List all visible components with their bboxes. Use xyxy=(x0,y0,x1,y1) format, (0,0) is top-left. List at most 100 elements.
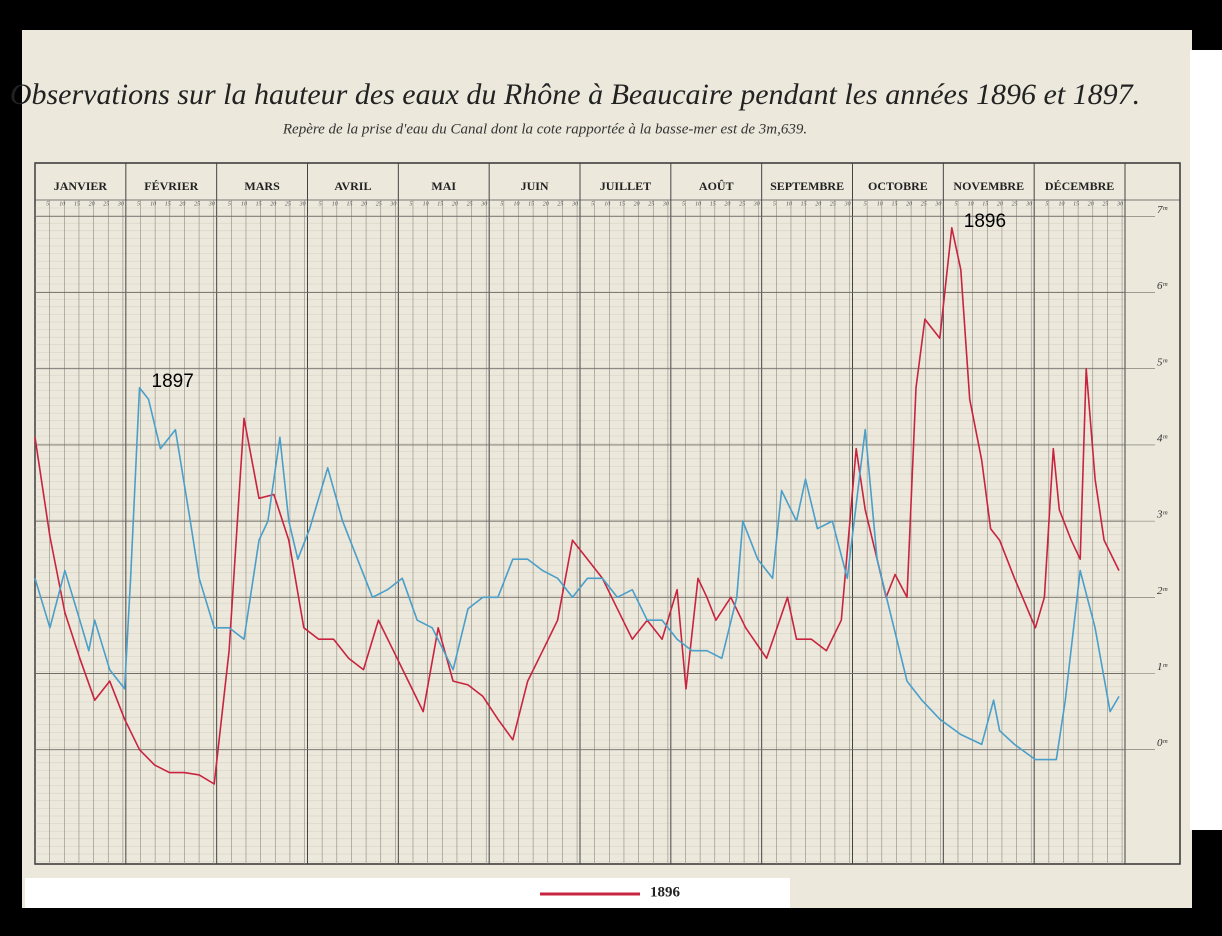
day-tick-label: 25 xyxy=(921,201,927,207)
day-tick-label: 25 xyxy=(376,201,382,207)
day-tick-label: 10 xyxy=(695,201,701,207)
day-tick-label: 5 xyxy=(591,201,594,207)
month-label: SEPTEMBRE xyxy=(770,179,844,193)
month-label: OCTOBRE xyxy=(868,179,928,193)
series-annotation: 1897 xyxy=(152,371,194,392)
day-tick-label: 5 xyxy=(1045,201,1048,207)
day-tick-label: 30 xyxy=(934,201,941,207)
day-tick-label: 30 xyxy=(208,201,215,207)
day-tick-label: 10 xyxy=(877,201,883,207)
month-label: JUILLET xyxy=(600,179,651,193)
day-tick-label: 30 xyxy=(117,201,124,207)
day-tick-label: 15 xyxy=(346,201,352,207)
day-tick-label: 5 xyxy=(773,201,776,207)
day-tick-label: 20 xyxy=(815,201,821,207)
month-label: MAI xyxy=(431,179,456,193)
day-tick-label: 25 xyxy=(830,201,836,207)
day-tick-label: 25 xyxy=(648,201,654,207)
legend-strip xyxy=(25,878,790,908)
y-tick-label: 7ᵐ xyxy=(1157,204,1168,216)
day-tick-label: 10 xyxy=(332,201,338,207)
day-tick-label: 20 xyxy=(270,201,276,207)
day-tick-label: 30 xyxy=(753,201,760,207)
series-line xyxy=(34,227,1120,785)
y-tick-label: 1ᵐ xyxy=(1157,661,1168,673)
day-tick-label: 20 xyxy=(543,201,549,207)
day-tick-label: 10 xyxy=(604,201,610,207)
marks: 1896 1897 xyxy=(34,211,1120,785)
month-label: MARS xyxy=(244,179,280,193)
day-tick-label: 15 xyxy=(982,201,988,207)
y-tick-label: 4ᵐ xyxy=(1157,432,1168,444)
day-tick-label: 25 xyxy=(739,201,745,207)
day-tick-label: 25 xyxy=(194,201,200,207)
day-tick-label: 20 xyxy=(906,201,912,207)
chart-title: Observations sur la hauteur des eaux du … xyxy=(10,78,1140,111)
month-label: DÉCEMBRE xyxy=(1045,179,1114,193)
margin xyxy=(1190,50,1222,830)
day-tick-label: 5 xyxy=(46,201,49,207)
day-tick-label: 15 xyxy=(256,201,262,207)
day-tick-label: 10 xyxy=(968,201,974,207)
series-annotation: 1896 xyxy=(964,211,1006,232)
day-tick-label: 25 xyxy=(1102,201,1108,207)
y-tick-label: 0ᵐ xyxy=(1157,737,1168,749)
day-tick-label: 30 xyxy=(844,201,851,207)
day-tick-label: 5 xyxy=(500,201,503,207)
day-tick-label: 30 xyxy=(480,201,487,207)
grid: JANVIER 5 10 15 20 25 30 FÉVRIER 5 10 15 20 25 30 MARS… xyxy=(34,162,1181,865)
y-tick-label: 5ᵐ xyxy=(1157,356,1168,368)
day-tick-label: 10 xyxy=(1058,201,1064,207)
day-tick-label: 10 xyxy=(513,201,519,207)
day-tick-label: 10 xyxy=(241,201,247,207)
day-tick-label: 20 xyxy=(1088,201,1094,207)
day-tick-label: 10 xyxy=(786,201,792,207)
y-tick-label: 3ᵐ xyxy=(1156,509,1168,521)
day-tick-label: 10 xyxy=(59,201,65,207)
day-tick-label: 20 xyxy=(361,201,367,207)
day-tick-label: 5 xyxy=(864,201,867,207)
day-tick-label: 20 xyxy=(634,201,640,207)
day-tick-label: 15 xyxy=(801,201,807,207)
day-tick-label: 5 xyxy=(409,201,412,207)
day-tick-label: 5 xyxy=(228,201,231,207)
month-label: AVRIL xyxy=(334,179,371,193)
day-tick-label: 30 xyxy=(662,201,669,207)
month-label: NOVEMBRE xyxy=(953,179,1024,193)
day-tick-label: 5 xyxy=(319,201,322,207)
series-line xyxy=(34,387,1120,761)
y-tick-label: 6ᵐ xyxy=(1157,280,1168,292)
day-tick-label: 20 xyxy=(179,201,185,207)
day-tick-label: 15 xyxy=(1073,201,1079,207)
day-tick-label: 20 xyxy=(997,201,1003,207)
day-tick-label: 5 xyxy=(954,201,957,207)
day-tick-label: 30 xyxy=(389,201,396,207)
day-tick-label: 20 xyxy=(724,201,730,207)
day-tick-label: 10 xyxy=(423,201,429,207)
day-tick-label: 5 xyxy=(137,201,140,207)
month-label: AOÛT xyxy=(699,179,734,193)
day-tick-label: 25 xyxy=(285,201,291,207)
day-tick-label: 15 xyxy=(710,201,716,207)
day-tick-label: 30 xyxy=(571,201,578,207)
legend-label: 1896 xyxy=(650,884,681,900)
day-tick-label: 15 xyxy=(437,201,443,207)
day-tick-label: 15 xyxy=(165,201,171,207)
day-tick-label: 20 xyxy=(452,201,458,207)
month-label: FÉVRIER xyxy=(144,179,198,193)
day-tick-label: 15 xyxy=(619,201,625,207)
chart-subtitle: Repère de la prise d'eau du Canal dont l… xyxy=(282,121,807,137)
day-tick-label: 30 xyxy=(1116,201,1123,207)
day-tick-label: 30 xyxy=(299,201,306,207)
y-tick-label: 2ᵐ xyxy=(1157,585,1168,597)
day-tick-label: 25 xyxy=(1012,201,1018,207)
day-tick-label: 10 xyxy=(150,201,156,207)
day-tick-label: 25 xyxy=(557,201,563,207)
day-tick-label: 15 xyxy=(74,201,80,207)
day-tick-label: 15 xyxy=(528,201,534,207)
day-tick-label: 25 xyxy=(467,201,473,207)
month-label: JUIN xyxy=(521,179,549,193)
month-label: JANVIER xyxy=(54,179,108,193)
day-tick-label: 20 xyxy=(89,201,95,207)
